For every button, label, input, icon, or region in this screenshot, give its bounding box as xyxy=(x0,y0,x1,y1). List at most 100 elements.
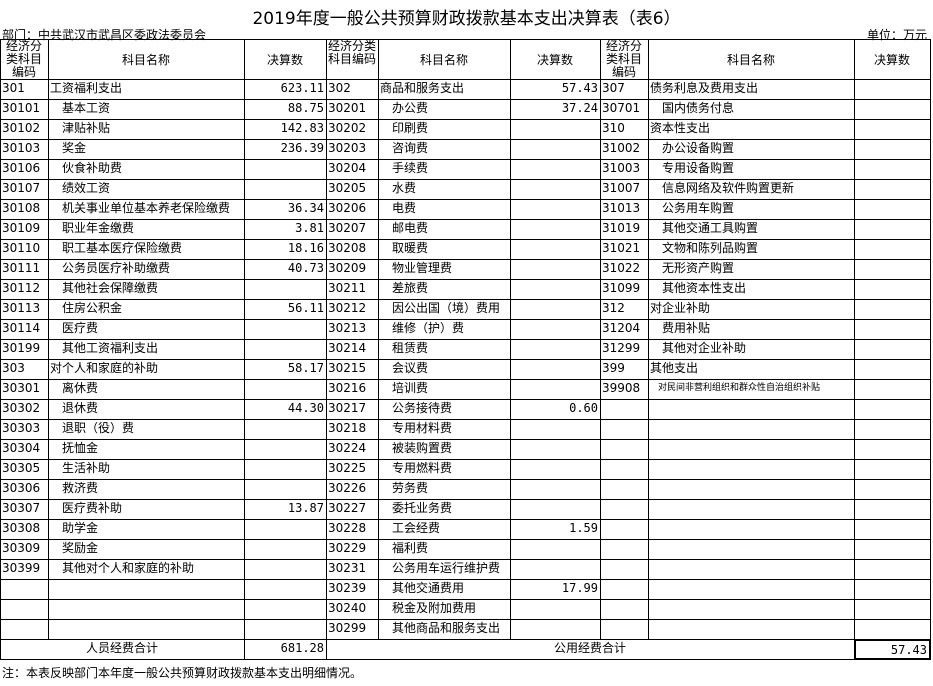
table-frame xyxy=(0,39,930,660)
code-cell xyxy=(0,619,49,640)
amount-cell xyxy=(510,159,601,180)
name-cell: 无形资产购置 xyxy=(648,259,855,280)
name-cell: 办公设备购置 xyxy=(648,139,855,160)
amount-cell xyxy=(854,339,931,360)
name-cell xyxy=(648,519,855,540)
code-cell: 30229 xyxy=(326,539,379,560)
amount-cell xyxy=(854,199,931,220)
code-cell xyxy=(600,539,649,560)
code-cell: 30103 xyxy=(0,139,49,160)
name-cell: 职工基本医疗保险缴费 xyxy=(48,239,245,260)
amount-cell: 57.43 xyxy=(510,79,601,100)
code-cell: 30301 xyxy=(0,379,49,400)
amount-cell xyxy=(244,599,327,620)
code-cell: 30218 xyxy=(326,419,379,440)
name-cell xyxy=(648,419,855,440)
amount-cell: 36.34 xyxy=(244,199,327,220)
name-cell: 奖励金 xyxy=(48,539,245,560)
name-cell: 被装购置费 xyxy=(378,439,511,460)
name-cell xyxy=(648,459,855,480)
name-cell: 印刷费 xyxy=(378,119,511,140)
amount-cell xyxy=(510,599,601,620)
code-cell: 31099 xyxy=(600,279,649,300)
amount-cell xyxy=(854,179,931,200)
amount-cell xyxy=(510,279,601,300)
code-cell: 30211 xyxy=(326,279,379,300)
code-cell: 30299 xyxy=(326,619,379,640)
name-cell xyxy=(648,559,855,580)
amount-cell xyxy=(244,519,327,540)
code-cell: 30306 xyxy=(0,479,49,500)
name-cell: 取暖费 xyxy=(378,239,511,260)
name-cell: 公务用车运行维护费 xyxy=(378,559,511,580)
code-cell xyxy=(600,599,649,620)
code-cell: 30108 xyxy=(0,199,49,220)
name-cell: 文物和陈列品购置 xyxy=(648,239,855,260)
amount-cell xyxy=(854,439,931,460)
code-cell: 30227 xyxy=(326,499,379,520)
code-cell xyxy=(0,599,49,620)
amount-cell xyxy=(510,179,601,200)
name-cell: 水费 xyxy=(378,179,511,200)
name-cell: 其他工资福利支出 xyxy=(48,339,245,360)
code-cell: 30204 xyxy=(326,159,379,180)
amount-cell xyxy=(244,319,327,340)
amount-cell xyxy=(854,559,931,580)
header-cell: 经济分类科目编码 xyxy=(600,39,649,80)
name-cell: 公务用车购置 xyxy=(648,199,855,220)
code-cell: 30701 xyxy=(600,99,649,120)
code-cell: 30217 xyxy=(326,399,379,420)
code-cell: 310 xyxy=(600,119,649,140)
code-cell xyxy=(600,399,649,420)
code-cell: 302 xyxy=(326,79,379,100)
name-cell xyxy=(648,439,855,460)
amount-cell: 40.73 xyxy=(244,259,327,280)
code-cell: 30110 xyxy=(0,239,49,260)
name-cell: 住房公积金 xyxy=(48,299,245,320)
amount-cell xyxy=(510,319,601,340)
amount-cell xyxy=(510,559,601,580)
name-cell xyxy=(48,619,245,640)
name-cell: 专用设备购置 xyxy=(648,159,855,180)
name-cell: 生活补助 xyxy=(48,459,245,480)
name-cell xyxy=(648,399,855,420)
code-cell: 30226 xyxy=(326,479,379,500)
code-cell: 30209 xyxy=(326,259,379,280)
amount-cell xyxy=(510,479,601,500)
code-cell: 30399 xyxy=(0,559,49,580)
name-cell: 电费 xyxy=(378,199,511,220)
name-cell: 其他交通费用 xyxy=(378,579,511,600)
code-cell: 31021 xyxy=(600,239,649,260)
amount-cell xyxy=(510,339,601,360)
amount-cell xyxy=(510,239,601,260)
amount-cell xyxy=(854,619,931,640)
amount-cell: 17.99 xyxy=(510,579,601,600)
name-cell: 专用燃料费 xyxy=(378,459,511,480)
name-cell: 差旅费 xyxy=(378,279,511,300)
code-cell: 31019 xyxy=(600,219,649,240)
code-cell: 31204 xyxy=(600,319,649,340)
amount-cell xyxy=(510,379,601,400)
header-cell: 决算数 xyxy=(854,39,931,80)
code-cell: 30102 xyxy=(0,119,49,140)
code-cell: 30212 xyxy=(326,299,379,320)
name-cell: 其他资本性支出 xyxy=(648,279,855,300)
amount-cell: 1.59 xyxy=(510,519,601,540)
code-cell: 30111 xyxy=(0,259,49,280)
code-cell: 30114 xyxy=(0,319,49,340)
amount-cell xyxy=(244,539,327,560)
code-cell: 31013 xyxy=(600,199,649,220)
amount-cell xyxy=(510,499,601,520)
amount-cell xyxy=(510,359,601,380)
name-cell: 资本性支出 xyxy=(648,119,855,140)
code-cell: 30240 xyxy=(326,599,379,620)
name-cell: 职业年金缴费 xyxy=(48,219,245,240)
amount-cell xyxy=(244,379,327,400)
amount-cell xyxy=(244,179,327,200)
code-cell: 30199 xyxy=(0,339,49,360)
name-cell: 对民间非营利组织和群众性自治组织补贴 xyxy=(648,379,855,400)
name-cell: 其他社会保障缴费 xyxy=(48,279,245,300)
name-cell: 福利费 xyxy=(378,539,511,560)
code-cell: 30206 xyxy=(326,199,379,220)
amount-cell: 13.87 xyxy=(244,499,327,520)
